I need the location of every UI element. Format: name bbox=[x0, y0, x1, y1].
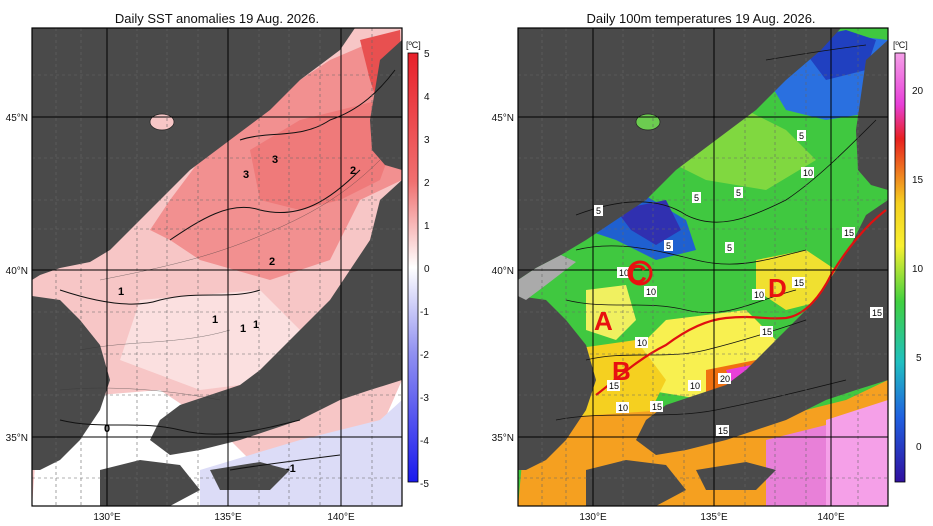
contour-label: 5 bbox=[736, 188, 741, 198]
lon-label: 130°E bbox=[93, 512, 121, 523]
colorbar-tick: -3 bbox=[420, 393, 429, 404]
contour-label: 15 bbox=[609, 381, 619, 391]
land-korea bbox=[518, 296, 596, 470]
temp-100m-panel: Daily 100m temperatures 19 Aug. 2026. bbox=[466, 0, 933, 526]
region-label-d: D bbox=[768, 273, 787, 303]
contour-label: 1 bbox=[118, 286, 124, 298]
temperature-colorbar: [ºC] 20 15 10 5 0 bbox=[893, 40, 924, 483]
land-hokkaido bbox=[856, 40, 888, 190]
colorbar-unit: [ºC] bbox=[406, 40, 421, 50]
contour-label: -1 bbox=[286, 463, 296, 475]
land-japan bbox=[636, 200, 888, 455]
colorbar-tick: 10 bbox=[912, 264, 924, 275]
temp-100m-map: 5 5 5 5 5 10 5 10 10 10 15 15 15 10 15 1… bbox=[492, 27, 924, 523]
contour-label: 15 bbox=[794, 278, 804, 288]
contour-label: 5 bbox=[666, 241, 671, 251]
contour-label: 10 bbox=[618, 403, 628, 413]
land-asia bbox=[518, 28, 841, 280]
colorbar-tick: 0 bbox=[424, 264, 430, 275]
sst-anomaly-panel: Daily SST anomalies 19 Aug. 2026. bbox=[0, 0, 466, 526]
lat-label: 35°N bbox=[492, 433, 514, 444]
colorbar-tick: 4 bbox=[424, 92, 430, 103]
land-asia bbox=[32, 28, 355, 280]
eddy-circle-c bbox=[627, 260, 653, 286]
colorbar-tick: -2 bbox=[420, 350, 429, 361]
colorbar-tick: 20 bbox=[912, 86, 924, 97]
right-map-title: Daily 100m temperatures 19 Aug. 2026. bbox=[586, 11, 816, 26]
lat-label: 35°N bbox=[6, 433, 28, 444]
land-korea bbox=[32, 296, 110, 470]
contour-label: 10 bbox=[637, 338, 647, 348]
colorbar-tick: 5 bbox=[424, 49, 430, 60]
contour-label: 0 bbox=[104, 423, 110, 435]
colorbar-unit: [ºC] bbox=[893, 40, 908, 50]
lat-label: 40°N bbox=[492, 266, 514, 277]
polar-front-line bbox=[595, 209, 887, 396]
contour-label: 2 bbox=[269, 256, 275, 268]
colorbar-tick: 15 bbox=[912, 175, 924, 186]
colorbar-tick: -5 bbox=[420, 479, 429, 490]
left-map-title: Daily SST anomalies 19 Aug. 2026. bbox=[114, 11, 320, 26]
contour-label: 10 bbox=[619, 268, 629, 278]
region-label-b: B bbox=[612, 356, 631, 386]
contour-label: 15 bbox=[652, 402, 662, 412]
lat-label: 45°N bbox=[492, 113, 514, 124]
contour-label: 5 bbox=[727, 243, 732, 253]
colorbar-tick: -1 bbox=[420, 307, 429, 318]
contour-label: 10 bbox=[690, 381, 700, 391]
contour-label: 1 bbox=[253, 319, 259, 331]
lon-label: 140°E bbox=[817, 512, 845, 523]
colorbar-tick: 2 bbox=[424, 178, 430, 189]
contour-label: 20 bbox=[720, 374, 730, 384]
lon-label: 135°E bbox=[214, 512, 242, 523]
contour-label: 15 bbox=[762, 327, 772, 337]
contour-label: 10 bbox=[646, 287, 656, 297]
contour-label: 15 bbox=[844, 228, 854, 238]
colorbar-tick: 0 bbox=[916, 442, 922, 453]
colorbar-tick: 5 bbox=[916, 353, 922, 364]
colorbar-tick: 3 bbox=[424, 135, 430, 146]
lon-label: 140°E bbox=[327, 512, 355, 523]
anomaly-colorbar: [ºC] 5 4 3 2 1 0 -1 -2 -3 -4 -5 bbox=[406, 40, 430, 490]
lat-label: 40°N bbox=[6, 266, 28, 277]
land-hokkaido bbox=[370, 40, 402, 170]
contour-label: 15 bbox=[718, 426, 728, 436]
contour-label: 1 bbox=[212, 314, 218, 326]
contour-label: 2 bbox=[350, 165, 356, 177]
lon-label: 135°E bbox=[700, 512, 728, 523]
right-map-frame bbox=[517, 27, 889, 507]
contour-label: 5 bbox=[694, 193, 699, 203]
contour-label: 10 bbox=[754, 290, 764, 300]
lon-label: 130°E bbox=[579, 512, 607, 523]
contour-label: 5 bbox=[799, 131, 804, 141]
lat-label: 45°N bbox=[6, 113, 28, 124]
left-map-frame bbox=[31, 27, 403, 507]
contour-label: 10 bbox=[803, 168, 813, 178]
land-japan bbox=[150, 180, 402, 455]
contour-label: 15 bbox=[872, 308, 882, 318]
contour-label: 1 bbox=[240, 323, 246, 335]
colorbar-tick: -4 bbox=[420, 436, 429, 447]
contour-label: 5 bbox=[596, 206, 601, 216]
contour-label: 3 bbox=[272, 154, 278, 166]
region-label-a: A bbox=[594, 306, 613, 336]
contour-label: 3 bbox=[243, 169, 249, 181]
sst-anomaly-map: 3 3 2 2 1 1 1 1 0 -1 45°N 40°N 35°N 130°… bbox=[6, 27, 430, 523]
colorbar-tick: 1 bbox=[424, 221, 430, 232]
